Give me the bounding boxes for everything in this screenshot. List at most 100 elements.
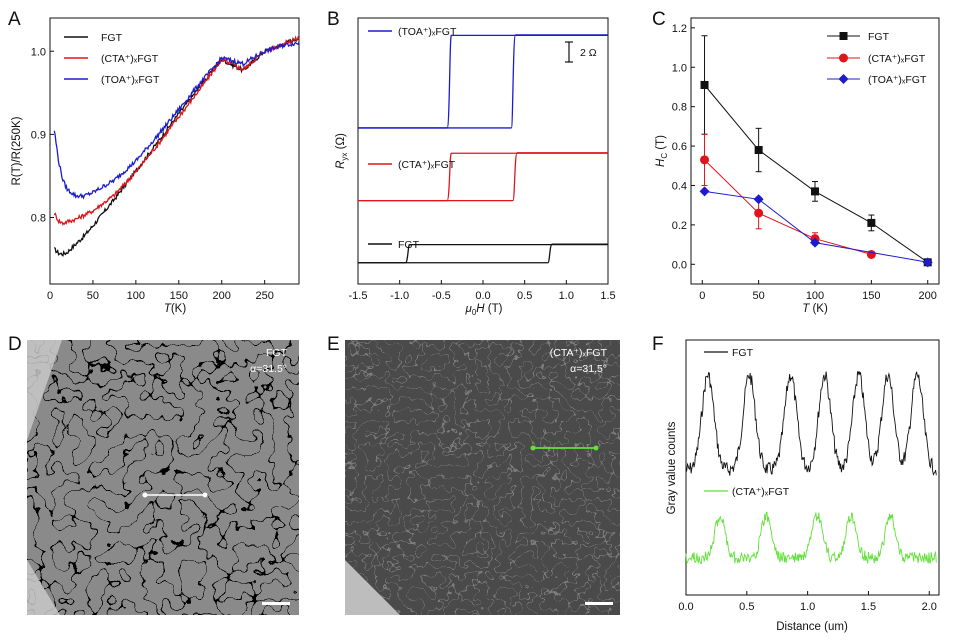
legend-c-fgt-marker bbox=[839, 32, 848, 40]
panel-a-xlabel-unit: (K) bbox=[171, 303, 187, 315]
panel-c-xtick-label-1: 50 bbox=[753, 290, 765, 302]
panel-c-point-cta-0 bbox=[700, 155, 710, 165]
panel-c-xtick-label-3: 150 bbox=[862, 290, 880, 302]
panel-c-point-fgt-0 bbox=[700, 80, 709, 89]
panel-b-xlabel-sub: 0 bbox=[472, 308, 477, 317]
panel-c-ytick-label-2: 0.4 bbox=[672, 180, 687, 192]
panel-c-xlabel-unit: (K) bbox=[809, 303, 828, 315]
legend-f-cta: (CTA⁺)ₓFGT bbox=[732, 486, 790, 498]
panel-c-point-cta-1 bbox=[754, 208, 764, 218]
panel-f-xtick-label-1: 0.5 bbox=[739, 601, 754, 613]
panel-c-line-cta bbox=[704, 159, 872, 255]
panel-b-ylabel-var: R bbox=[335, 161, 347, 169]
panel-c-point-toa-0 bbox=[699, 186, 710, 197]
panel-c-ylabel-sub: C bbox=[660, 153, 669, 159]
panel-letter-c: C bbox=[652, 9, 666, 30]
panel-b-ylabel: Ryx (Ω) bbox=[335, 133, 349, 169]
panel-e-profile-end bbox=[593, 445, 599, 451]
panel-c-xtick-label-2: 100 bbox=[806, 290, 824, 302]
panel-c-ytick-label-6: 1.2 bbox=[672, 23, 687, 35]
panel-a-ytick-label-0: 0.8 bbox=[31, 213, 46, 225]
panel-a-series-cta bbox=[53, 35, 300, 226]
panel-e-domain-pattern bbox=[345, 340, 620, 615]
panel-d-angle-label: α=31.5° bbox=[250, 363, 287, 375]
legend-a-cta: (CTA⁺)ₓFGT bbox=[101, 53, 159, 65]
panel-d-domain-pattern bbox=[27, 340, 299, 615]
panel-c-ytick-label-0: 0.0 bbox=[672, 259, 687, 271]
panel-letter-b: B bbox=[327, 9, 340, 30]
panel-e-angle-label: α=31.5° bbox=[570, 363, 607, 375]
resistance-scale-bar: 2 Ω bbox=[565, 41, 597, 63]
panel-e-microscopy-image: (CTA⁺)ₓFGT α=31.5° bbox=[345, 340, 620, 615]
panel-b-xtick-label-3: 0.0 bbox=[475, 290, 490, 302]
panel-a-xtick-label-4: 200 bbox=[213, 290, 231, 302]
panel-b-loop-toa-down bbox=[358, 34, 608, 129]
legend-b-cta: (CTA⁺)ₓFGT bbox=[398, 159, 456, 171]
panel-d-profile-start bbox=[142, 492, 148, 498]
panel-b-loop-cta-up bbox=[358, 152, 608, 202]
panel-b-xtick-label-2: -0.5 bbox=[432, 290, 451, 302]
panel-a-legend: FGT (CTA⁺)ₓFGT (TOA⁺)ₓFGT bbox=[64, 32, 160, 86]
panel-c-xlabel-var: T bbox=[802, 303, 810, 315]
panel-b-xlabel-h: H bbox=[476, 303, 485, 315]
panel-c-xtick-label-0: 0 bbox=[699, 290, 705, 302]
legend-f-fgt: FGT bbox=[732, 347, 754, 359]
panel-c-point-toa-3 bbox=[922, 257, 933, 268]
legend-c-cta: (CTA⁺)ₓFGT bbox=[868, 53, 926, 65]
panel-b-loop-toa-up bbox=[358, 34, 608, 129]
panel-b-xlabel-mu: μ bbox=[465, 303, 473, 315]
panel-c-ylabel-var: H bbox=[655, 158, 667, 167]
panel-b-xtick-label-5: 1.0 bbox=[559, 290, 574, 302]
legend-c-toa: (TOA⁺)ₓFGT bbox=[868, 74, 927, 86]
panel-c-point-toa-2 bbox=[810, 237, 820, 248]
panel-c-ytick-label-4: 0.8 bbox=[672, 102, 687, 114]
panel-f-xlabel: Distance (um) bbox=[776, 621, 848, 633]
panel-a-frame bbox=[49, 17, 300, 285]
panel-b-xtick-label-1: -1.0 bbox=[390, 290, 409, 302]
panel-b-chart: -1.5 -1.0 -0.5 0.0 0.5 1.0 1.5 (TOA⁺)ₓFGT (CTA… bbox=[335, 17, 616, 317]
panel-c-line-toa bbox=[704, 190, 928, 263]
panel-c-point-fgt-1 bbox=[754, 146, 763, 155]
panel-d-sample-label: FGT bbox=[266, 347, 288, 359]
panel-c-point-toa-1 bbox=[753, 194, 764, 205]
panel-a-xtick-label-1: 50 bbox=[87, 290, 99, 302]
panel-b-xlabel-unit: (T) bbox=[485, 303, 503, 315]
panel-f-chart: 0.0 0.5 1.0 1.5 2.0 FGT (CTA⁺)ₓFGT Gray valu… bbox=[666, 339, 940, 633]
panel-a-xtick-label-3: 150 bbox=[170, 290, 188, 302]
panel-c-xtick-label-4: 200 bbox=[919, 290, 937, 302]
panel-letter-e: E bbox=[327, 334, 340, 355]
panel-b-ylabel-unit: (Ω) bbox=[335, 133, 347, 153]
panel-c-ylabel: HC (T) bbox=[655, 135, 669, 167]
panel-f-profile-fgt bbox=[685, 371, 937, 476]
panel-a-series-toa bbox=[53, 41, 300, 200]
panel-c-legend: FGT (CTA⁺)ₓFGT (TOA⁺)ₓFGT bbox=[827, 31, 927, 86]
panel-c-point-cta-3 bbox=[866, 249, 876, 259]
panel-f-xtick-label-4: 2.0 bbox=[922, 601, 937, 613]
legend-b-fgt: FGT bbox=[398, 239, 420, 251]
panel-a-xtick-label-2: 100 bbox=[127, 290, 145, 302]
panel-c-ytick-label-5: 1.0 bbox=[672, 62, 687, 74]
legend-a-fgt: FGT bbox=[101, 32, 123, 44]
panel-c-ytick-label-3: 0.6 bbox=[672, 141, 687, 153]
panel-f-ylabel: Gray value counts bbox=[666, 421, 678, 514]
panel-b-xtick-label-4: 0.5 bbox=[517, 290, 532, 302]
legend-a-toa: (TOA⁺)ₓFGT bbox=[101, 74, 160, 86]
panel-f-profile-cta bbox=[685, 511, 937, 565]
panel-d-microscopy-image: FGT α=31.5° bbox=[27, 340, 299, 615]
legend-b-toa: (TOA⁺)ₓFGT bbox=[398, 26, 457, 38]
panel-d-scale-bar bbox=[262, 602, 290, 605]
panel-b-xlabel: μ0H (T) bbox=[465, 303, 503, 317]
panel-b-ylabel-sub: yx bbox=[340, 153, 349, 161]
panel-f-xtick-label-2: 1.0 bbox=[800, 601, 815, 613]
panel-a-series-fgt bbox=[53, 36, 300, 257]
panel-c-ylabel-unit: (T) bbox=[655, 135, 667, 153]
panel-a-xtick-label-0: 0 bbox=[47, 290, 53, 302]
panel-f-xtick-label-0: 0.0 bbox=[678, 601, 693, 613]
scale-bar-label: 2 Ω bbox=[580, 47, 597, 59]
panel-c-chart: 0 50 100 150 200 0.0 0.2 0.4 0.6 0.8 1.0 1.2 FGT (C… bbox=[655, 17, 940, 315]
panel-b-xtick-label-6: 1.5 bbox=[600, 290, 615, 302]
panel-a-xlabel-var: T bbox=[164, 303, 172, 315]
panel-c-ytick-label-1: 0.2 bbox=[672, 220, 687, 232]
panel-d-corner-region bbox=[27, 560, 60, 615]
